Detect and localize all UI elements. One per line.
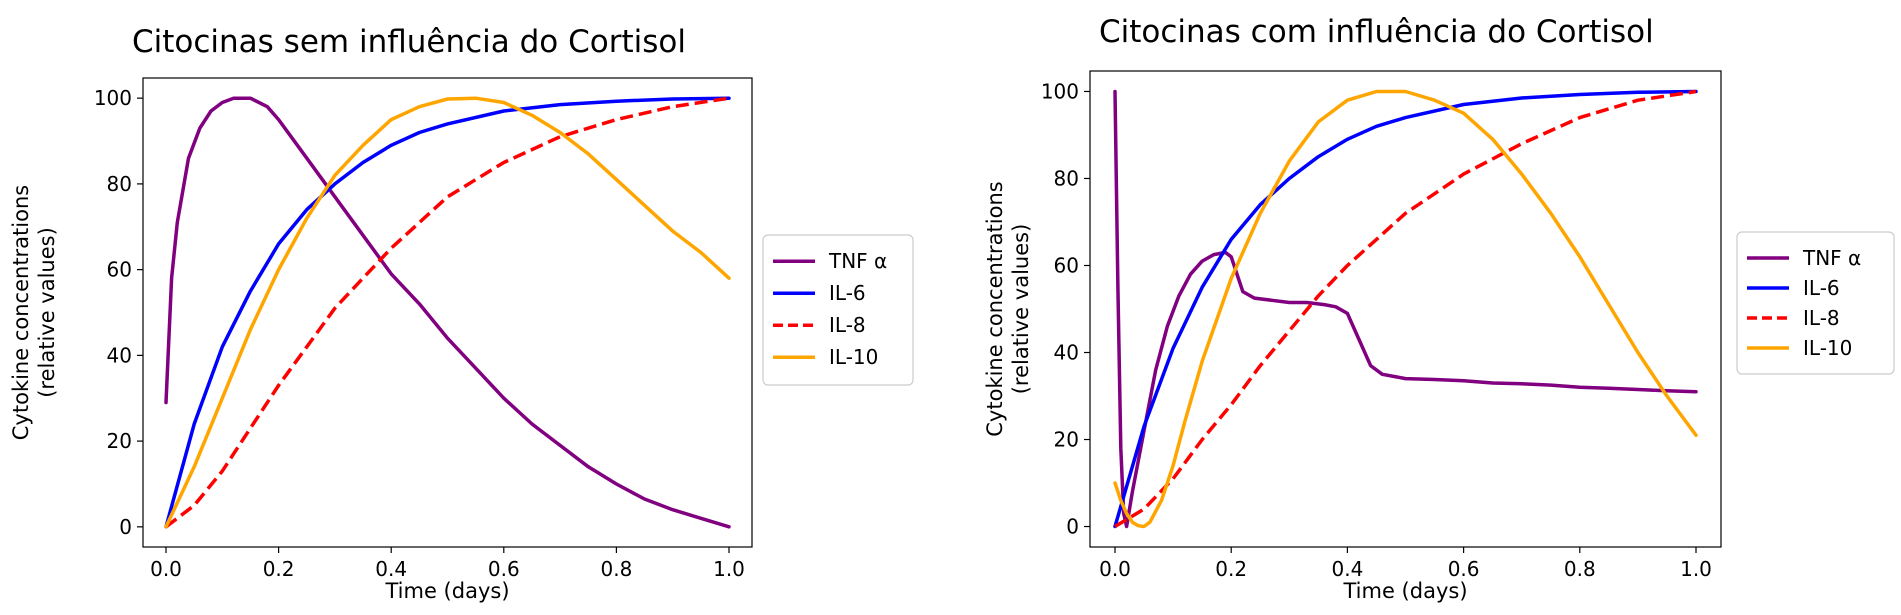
y-axis-label: (relative values) bbox=[35, 227, 59, 398]
x-tick-label: 0.8 bbox=[1564, 557, 1596, 581]
legend-label: IL-10 bbox=[829, 345, 878, 369]
legend-label: IL-8 bbox=[829, 313, 866, 337]
plot-area bbox=[1113, 89, 1698, 529]
y-axis-label: Cytokine concentrations bbox=[9, 185, 33, 440]
legend-label: IL-10 bbox=[1803, 336, 1852, 360]
x-tick-label: 1.0 bbox=[713, 557, 745, 581]
legend: TNF α IL-6 IL-8 IL-10 bbox=[1736, 231, 1895, 375]
series-line-il10 bbox=[1113, 89, 1698, 529]
y-tick-label: 40 bbox=[107, 343, 132, 367]
y-tick-label: 0 bbox=[1066, 515, 1079, 539]
legend-label: IL-6 bbox=[1803, 276, 1840, 300]
legend-label: IL-8 bbox=[1803, 306, 1840, 330]
chart-title: Citocinas sem influência do Cortisol bbox=[132, 24, 686, 60]
series-line-tnf bbox=[164, 96, 731, 529]
series-line-il8 bbox=[164, 96, 730, 529]
plot-frame bbox=[142, 77, 753, 548]
y-tick-label: 80 bbox=[1054, 166, 1079, 190]
y-tick-label: 60 bbox=[107, 258, 132, 282]
plot-area bbox=[164, 96, 731, 529]
chart-2: Citocinas com influência do Cortisol 0.0 0… bbox=[983, 14, 1895, 603]
x-axis-label: Time (days) bbox=[1342, 579, 1467, 603]
legend-box bbox=[1736, 231, 1895, 375]
y-tick-label: 60 bbox=[1054, 253, 1079, 277]
y-tick-label: 80 bbox=[107, 172, 132, 196]
x-tick-label: 0.6 bbox=[488, 557, 520, 581]
x-tick-label: 1.0 bbox=[1680, 557, 1712, 581]
series-line-il6 bbox=[164, 96, 731, 529]
legend-label: IL-6 bbox=[829, 281, 866, 305]
y-tick-label: 40 bbox=[1054, 341, 1079, 365]
x-tick-label: 0.0 bbox=[150, 557, 182, 581]
series-line-tnf bbox=[1113, 89, 1698, 529]
series-line-il8 bbox=[1114, 89, 1697, 529]
y-axis-label: (relative values) bbox=[1009, 224, 1033, 395]
legend: TNF α IL-6 IL-8 IL-10 bbox=[762, 234, 914, 386]
x-tick-label: 0.0 bbox=[1099, 557, 1131, 581]
x-tick-label: 0.8 bbox=[600, 557, 632, 581]
y-tick-label: 20 bbox=[107, 429, 132, 453]
y-tick-label: 0 bbox=[119, 515, 132, 539]
series-line-il10 bbox=[164, 96, 731, 529]
legend-box bbox=[762, 234, 914, 386]
legend-label: TNF α bbox=[1802, 246, 1861, 270]
x-tick-label: 0.4 bbox=[1331, 557, 1363, 581]
x-tick-label: 0.6 bbox=[1448, 557, 1480, 581]
legend-label: TNF α bbox=[828, 249, 887, 273]
series-line-il6 bbox=[1113, 89, 1698, 529]
chart-1: Citocinas sem influência do Cortisol 0.0 0… bbox=[9, 24, 914, 603]
x-tick-label: 0.2 bbox=[263, 557, 295, 581]
y-axis-label: Cytokine concentrations bbox=[983, 181, 1007, 436]
x-tick-label: 0.2 bbox=[1215, 557, 1247, 581]
y-tick-label: 100 bbox=[1041, 79, 1079, 103]
x-tick-label: 0.4 bbox=[375, 557, 407, 581]
y-tick-label: 100 bbox=[94, 86, 132, 110]
chart-title: Citocinas com influência do Cortisol bbox=[1099, 14, 1654, 50]
y-tick-label: 20 bbox=[1054, 428, 1079, 452]
plot-frame bbox=[1089, 70, 1722, 548]
x-axis-label: Time (days) bbox=[384, 579, 509, 603]
